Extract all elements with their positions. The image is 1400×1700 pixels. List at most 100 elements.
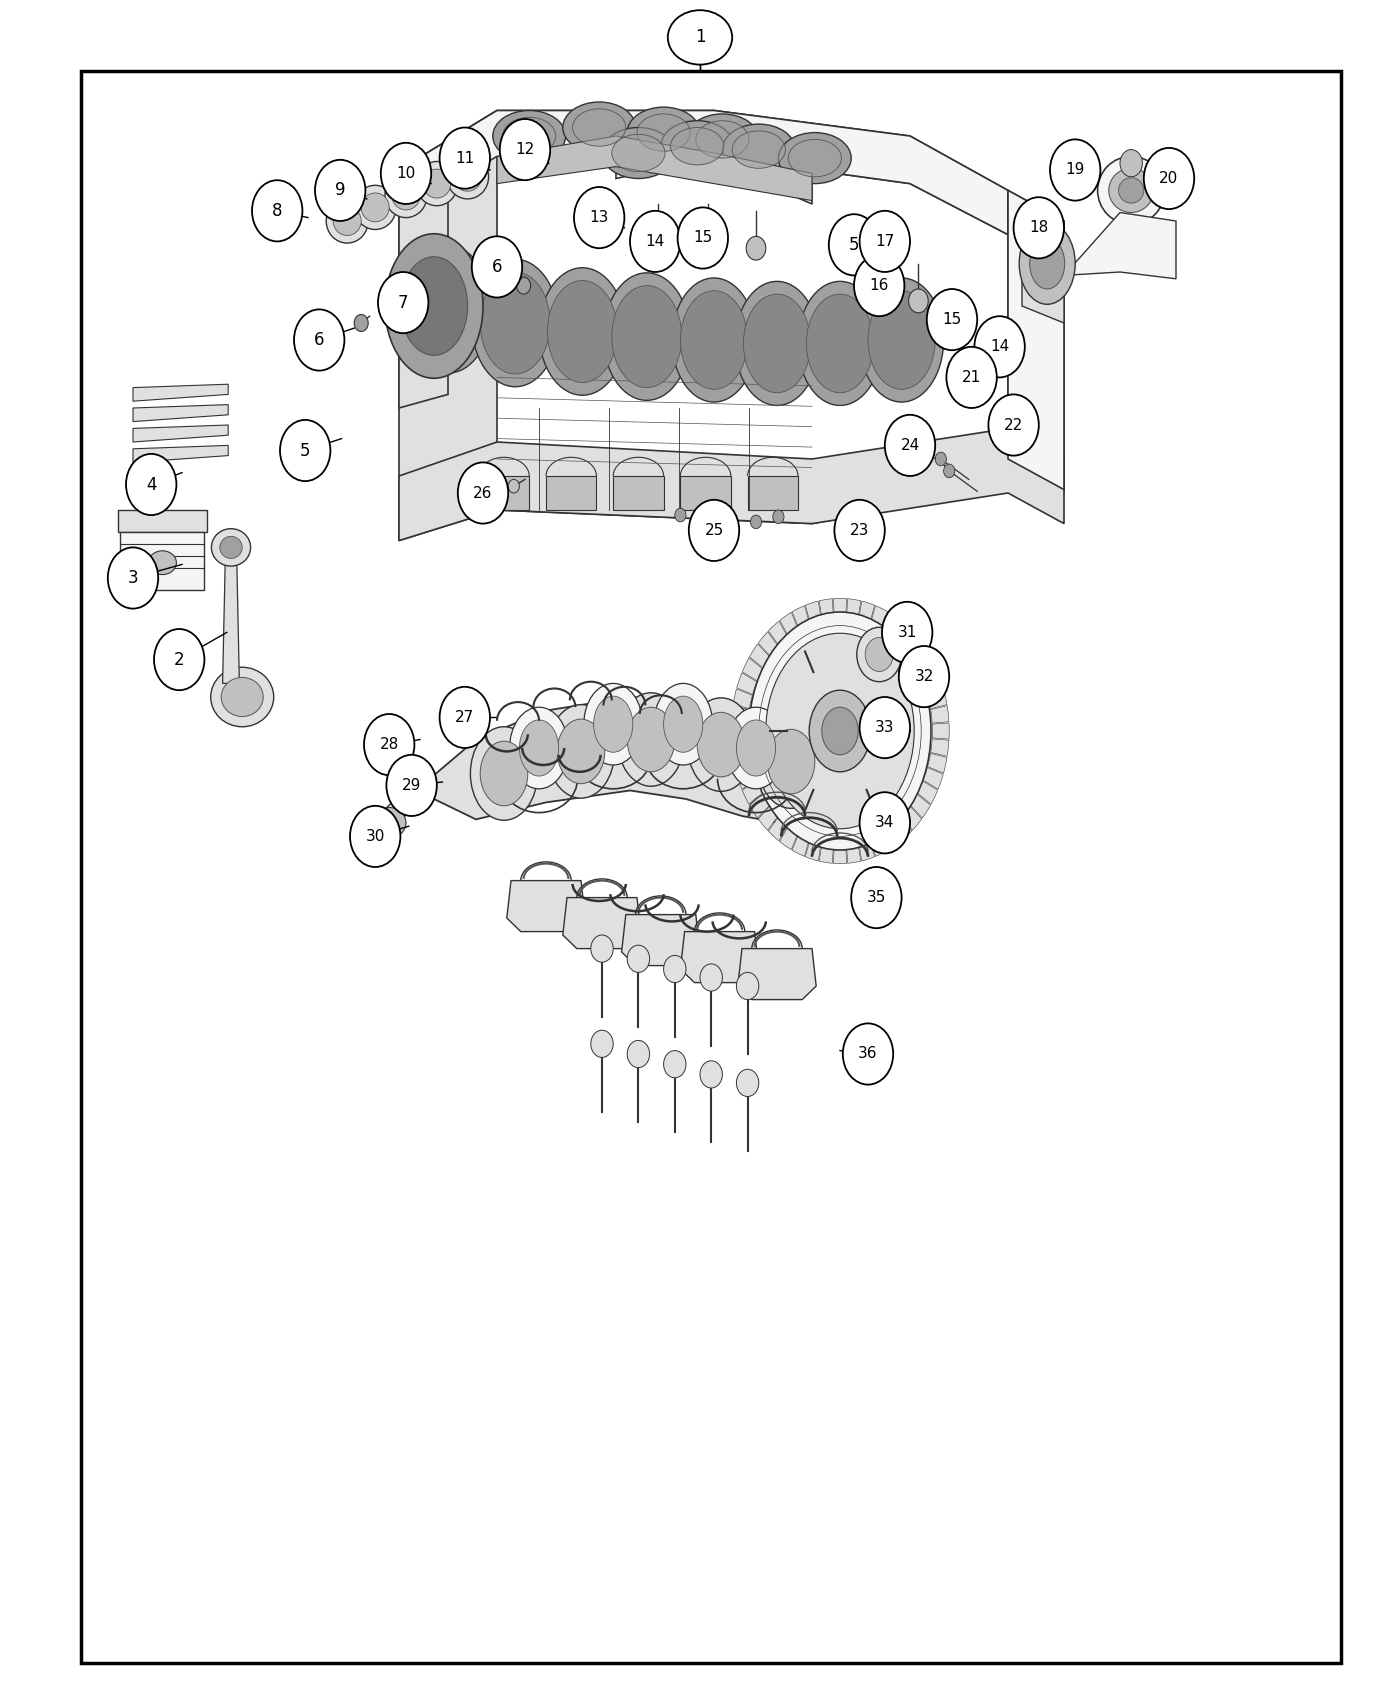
Polygon shape — [399, 110, 1008, 235]
Text: 32: 32 — [914, 670, 934, 683]
Circle shape — [860, 211, 910, 272]
Ellipse shape — [361, 194, 389, 223]
Ellipse shape — [696, 121, 749, 158]
Ellipse shape — [687, 697, 755, 792]
Ellipse shape — [788, 139, 841, 177]
Text: 17: 17 — [875, 235, 895, 248]
Text: 29: 29 — [402, 779, 421, 792]
Polygon shape — [378, 775, 434, 830]
Wedge shape — [769, 620, 788, 646]
Ellipse shape — [627, 107, 700, 158]
Text: 15: 15 — [942, 313, 962, 326]
Circle shape — [500, 119, 550, 180]
Ellipse shape — [547, 704, 615, 797]
Ellipse shape — [732, 131, 785, 168]
Wedge shape — [833, 598, 847, 619]
Text: 22: 22 — [1004, 418, 1023, 432]
Wedge shape — [734, 753, 752, 774]
Circle shape — [364, 714, 414, 775]
Polygon shape — [118, 510, 207, 532]
Circle shape — [294, 309, 344, 371]
Ellipse shape — [416, 162, 458, 206]
Circle shape — [899, 646, 949, 707]
Wedge shape — [892, 816, 911, 842]
Ellipse shape — [584, 683, 643, 765]
Wedge shape — [792, 831, 811, 857]
Polygon shape — [622, 915, 700, 966]
Polygon shape — [223, 552, 239, 683]
Polygon shape — [616, 110, 1008, 235]
Circle shape — [410, 287, 424, 304]
Circle shape — [872, 264, 892, 287]
Ellipse shape — [333, 207, 361, 236]
Circle shape — [627, 945, 650, 972]
Circle shape — [381, 143, 431, 204]
Ellipse shape — [749, 612, 931, 850]
Circle shape — [517, 277, 531, 294]
Ellipse shape — [672, 277, 756, 403]
Wedge shape — [769, 816, 788, 842]
Circle shape — [354, 314, 368, 332]
Ellipse shape — [661, 121, 734, 172]
Ellipse shape — [668, 10, 732, 65]
Wedge shape — [881, 612, 900, 638]
Text: 30: 30 — [365, 830, 385, 843]
Circle shape — [750, 515, 762, 529]
Text: 6: 6 — [314, 332, 325, 348]
Ellipse shape — [220, 537, 242, 558]
Circle shape — [946, 347, 997, 408]
Wedge shape — [892, 620, 911, 646]
Circle shape — [843, 1023, 893, 1085]
Text: 10: 10 — [396, 167, 416, 180]
Circle shape — [857, 627, 902, 682]
Wedge shape — [858, 838, 875, 860]
Ellipse shape — [809, 690, 871, 772]
Circle shape — [664, 955, 686, 983]
Ellipse shape — [735, 280, 819, 405]
Ellipse shape — [727, 707, 785, 789]
Ellipse shape — [563, 102, 636, 153]
Circle shape — [834, 500, 885, 561]
Polygon shape — [748, 476, 798, 510]
Text: 16: 16 — [869, 279, 889, 292]
Wedge shape — [910, 644, 931, 668]
Text: 4: 4 — [146, 476, 157, 493]
Ellipse shape — [798, 280, 882, 405]
Ellipse shape — [686, 114, 759, 165]
Circle shape — [350, 806, 400, 867]
Polygon shape — [1008, 190, 1064, 493]
Text: 26: 26 — [473, 486, 493, 500]
Ellipse shape — [470, 728, 538, 821]
Wedge shape — [780, 824, 799, 850]
Ellipse shape — [480, 272, 550, 374]
Circle shape — [280, 420, 330, 481]
Circle shape — [860, 697, 910, 758]
Wedge shape — [819, 598, 833, 620]
Ellipse shape — [602, 128, 675, 178]
Text: 31: 31 — [897, 626, 917, 639]
Polygon shape — [399, 428, 1064, 541]
Circle shape — [736, 972, 759, 1000]
Ellipse shape — [860, 277, 944, 403]
Wedge shape — [928, 688, 946, 709]
Circle shape — [700, 964, 722, 991]
Ellipse shape — [211, 529, 251, 566]
Wedge shape — [749, 644, 770, 668]
Circle shape — [746, 236, 766, 260]
Ellipse shape — [392, 182, 420, 211]
Text: 35: 35 — [867, 891, 886, 904]
Wedge shape — [847, 842, 861, 864]
Circle shape — [664, 1051, 686, 1078]
Text: 3: 3 — [127, 570, 139, 586]
Circle shape — [126, 454, 176, 515]
Polygon shape — [133, 384, 228, 401]
Wedge shape — [931, 706, 949, 722]
Ellipse shape — [447, 155, 489, 199]
Ellipse shape — [1019, 223, 1075, 304]
Polygon shape — [1064, 212, 1176, 279]
Wedge shape — [819, 842, 833, 864]
Circle shape — [699, 230, 718, 253]
Ellipse shape — [493, 110, 566, 162]
Circle shape — [935, 452, 946, 466]
Circle shape — [944, 464, 955, 478]
